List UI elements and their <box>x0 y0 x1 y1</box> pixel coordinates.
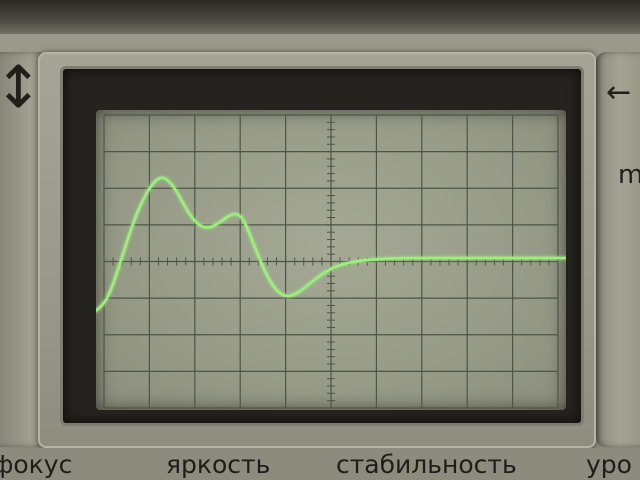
graticule <box>103 114 559 409</box>
vertical-position-icon: ↕ <box>0 53 43 121</box>
right-side-panel <box>596 52 640 447</box>
control-labels-strip <box>0 448 640 480</box>
panel-top-edge <box>0 0 640 34</box>
focus-label: фокус <box>0 450 73 479</box>
crt-screen <box>96 110 566 410</box>
level-label: уро <box>586 450 632 479</box>
horizontal-position-icon: ← <box>606 75 632 110</box>
brightness-label: яркость <box>166 450 271 479</box>
graticule-and-trace <box>96 114 566 409</box>
stability-label: стабильность <box>336 450 517 479</box>
signal-trace <box>96 176 566 313</box>
right-panel-mark: m <box>618 160 640 190</box>
